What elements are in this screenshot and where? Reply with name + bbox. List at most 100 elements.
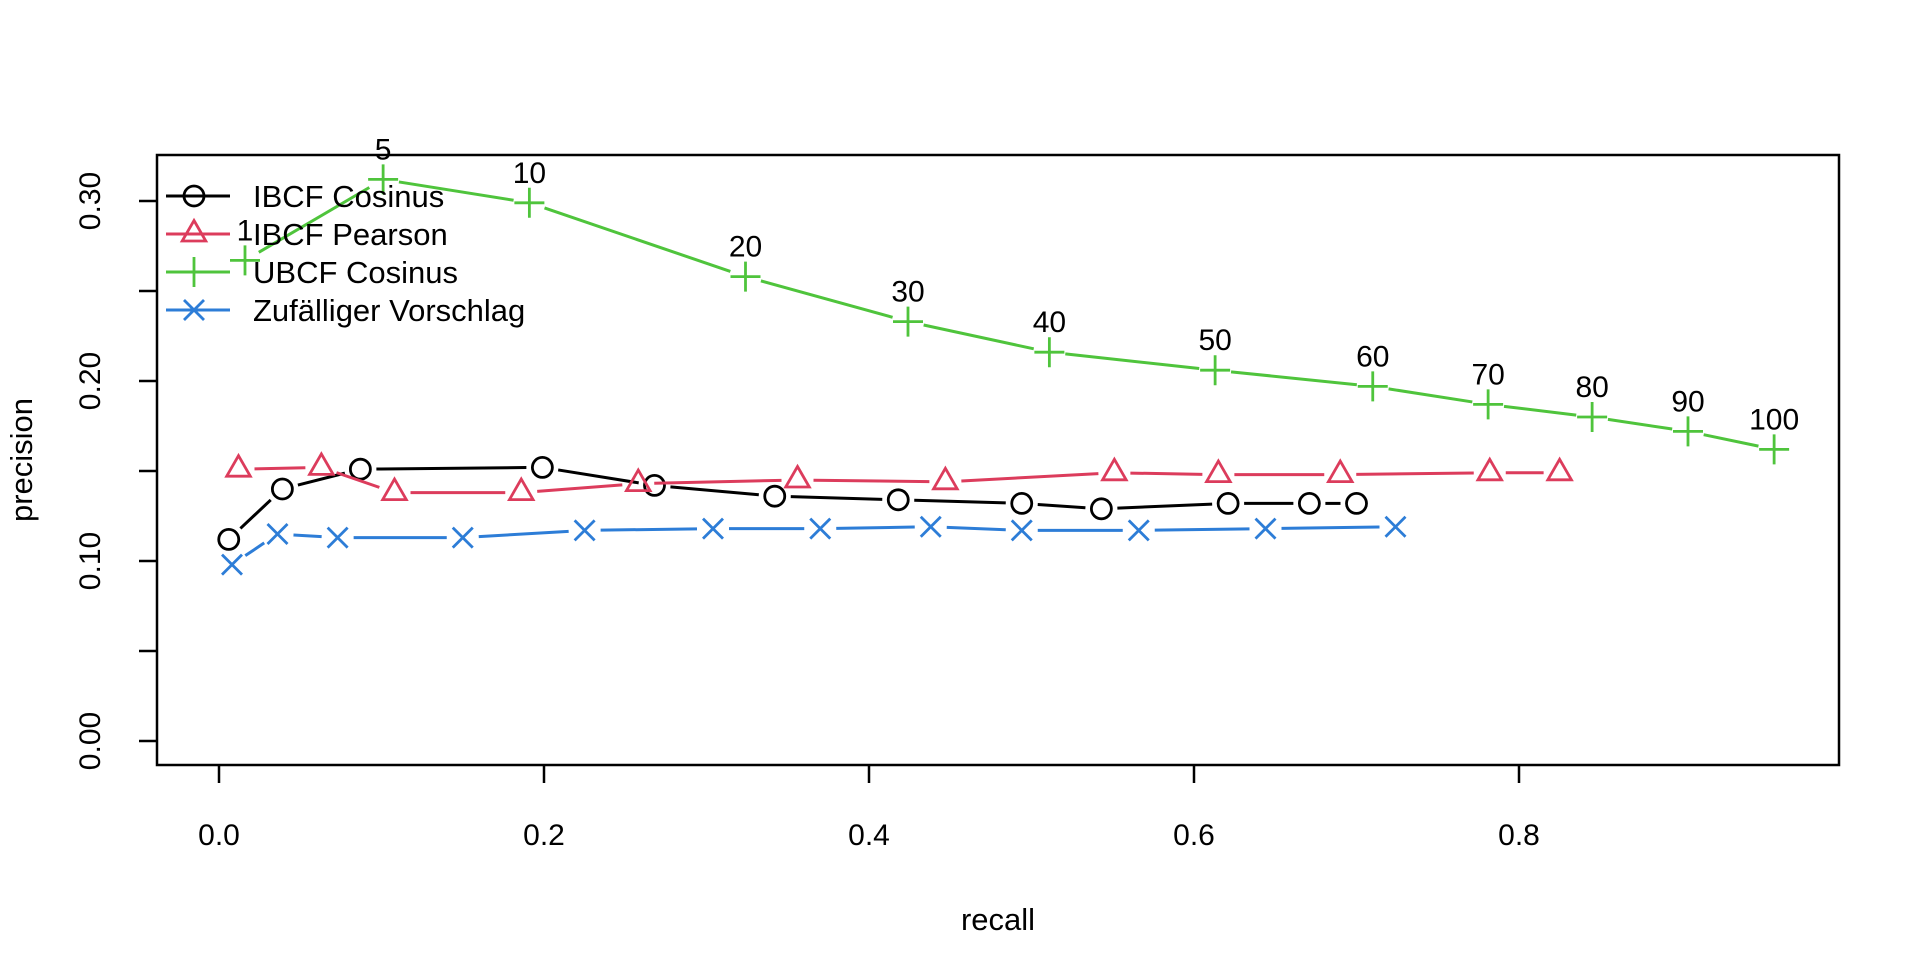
legend-item-zuf-lliger-vorschlag: Zufälliger Vorschlag: [166, 293, 525, 328]
series-segment: [923, 323, 1035, 351]
series-segment: [813, 478, 930, 484]
point-marker-plus-icon: [1034, 337, 1065, 368]
series-segment: [557, 468, 639, 485]
point-label: 80: [1575, 371, 1608, 404]
series-segment: [1607, 417, 1673, 431]
legend-label: IBCF Cosinus: [253, 179, 444, 214]
series-segment: [1356, 471, 1474, 476]
point-marker-x-icon: [451, 526, 474, 549]
point-label: 5: [375, 133, 392, 166]
point-label: 40: [1033, 306, 1066, 339]
point-marker-plus-icon: [514, 187, 545, 218]
point-label: 50: [1198, 324, 1231, 357]
series-segment: [336, 471, 380, 489]
series-segment: [1154, 527, 1250, 532]
point-marker-triangle-icon: [507, 476, 536, 502]
series-segment: [239, 498, 272, 530]
point-marker-circle-icon: [763, 484, 787, 508]
series-segment: [1388, 387, 1473, 404]
point-marker-plus-icon: [893, 306, 923, 337]
series-segment: [1503, 404, 1577, 417]
point-label: 100: [1749, 403, 1799, 436]
x-tick-label: 0.0: [198, 819, 240, 852]
series-segment: [1281, 525, 1380, 530]
y-tick-label: 0.30: [74, 172, 107, 230]
point-marker-circle-icon: [1297, 491, 1321, 515]
point-marker-x-icon: [702, 517, 724, 540]
series-segment: [297, 471, 346, 487]
legend-label: UBCF Cosinus: [253, 255, 458, 290]
series-segment: [1230, 370, 1357, 387]
series-segment: [961, 472, 1099, 483]
series-segment: [478, 529, 569, 539]
point-marker-plus-icon: [730, 261, 761, 292]
point-marker-circle-icon: [1010, 491, 1034, 515]
point-marker-triangle-icon: [624, 467, 653, 493]
legend-item-ibcf-pearson: IBCF Pearson: [166, 217, 448, 252]
point-marker-circle-icon: [1345, 491, 1368, 515]
series-segment: [376, 466, 527, 471]
series-segment: [600, 527, 698, 532]
y-tick-label: 0.20: [74, 352, 107, 410]
x-tick-label: 0.2: [523, 819, 565, 852]
point-marker-triangle-icon: [1545, 456, 1574, 482]
legend-marker-plus-icon: [179, 257, 209, 287]
point-marker-x-icon: [326, 526, 349, 549]
point-marker-x-icon: [266, 523, 289, 545]
point-marker-x-icon: [1127, 519, 1150, 542]
point-marker-plus-icon: [1200, 355, 1231, 386]
point-marker-x-icon: [221, 553, 243, 576]
series-segment: [254, 466, 306, 471]
point-marker-circle-icon: [217, 528, 241, 551]
series-segment: [946, 525, 1006, 532]
point-marker-x-icon: [919, 515, 942, 538]
legend-marker-triangle-icon: [179, 217, 209, 243]
series-segment: [544, 206, 731, 273]
point-marker-triangle-icon: [1100, 456, 1129, 482]
point-marker-triangle-icon: [1204, 458, 1233, 484]
y-tick-label: 0.10: [74, 532, 107, 590]
point-marker-plus-icon: [1673, 416, 1703, 447]
x-axis: 0.0 0.2 0.4 0.6 0.8 recall: [198, 765, 1540, 937]
point-marker-triangle-icon: [1475, 456, 1504, 482]
series-ubcf-cosinus: 1 5 10 20 30 40 50 60 70 80 90 100: [230, 133, 1799, 465]
series-segment: [790, 495, 883, 501]
series-segment: [654, 478, 782, 485]
point-marker-circle-icon: [886, 488, 910, 512]
series-segment: [670, 485, 759, 497]
point-marker-plus-icon: [1577, 402, 1608, 432]
point-marker-circle-icon: [1089, 497, 1113, 521]
series-segment: [1037, 502, 1086, 510]
point-marker-plus-icon: [230, 245, 260, 276]
point-marker-triangle-icon: [224, 452, 253, 478]
series-segment: [244, 541, 266, 557]
series-segment: [760, 279, 893, 319]
legend-label: Zufälliger Vorschlag: [253, 293, 525, 328]
point-label: 70: [1471, 358, 1504, 391]
point-marker-circle-icon: [1216, 491, 1240, 515]
point-label: 90: [1671, 385, 1704, 418]
point-label: 20: [729, 231, 762, 264]
point-marker-x-icon: [809, 517, 832, 540]
point-marker-x-icon: [1384, 515, 1407, 538]
x-tick-label: 0.8: [1498, 819, 1540, 852]
legend-item-ubcf-cosinus: UBCF Cosinus: [166, 255, 458, 290]
point-marker-plus-icon: [1473, 389, 1504, 420]
series-ibcf-cosinus: [217, 455, 1368, 551]
point-marker-x-icon: [573, 519, 596, 542]
point-marker-circle-icon: [530, 455, 554, 479]
series-segment: [1703, 433, 1759, 448]
point-marker-triangle-icon: [380, 476, 409, 502]
series-segment: [1065, 352, 1200, 370]
point-marker-triangle-icon: [931, 465, 960, 491]
series-segment: [258, 186, 371, 254]
point-marker-plus-icon: [1357, 371, 1388, 402]
legend-marker-circle-icon: [182, 184, 206, 208]
x-tick-label: 0.6: [1173, 819, 1215, 852]
series-segment: [1117, 502, 1213, 510]
series-segment: [398, 180, 514, 202]
point-marker-circle-icon: [348, 457, 372, 481]
point-marker-plus-icon: [368, 164, 399, 195]
y-axis-title: precision: [4, 398, 39, 522]
